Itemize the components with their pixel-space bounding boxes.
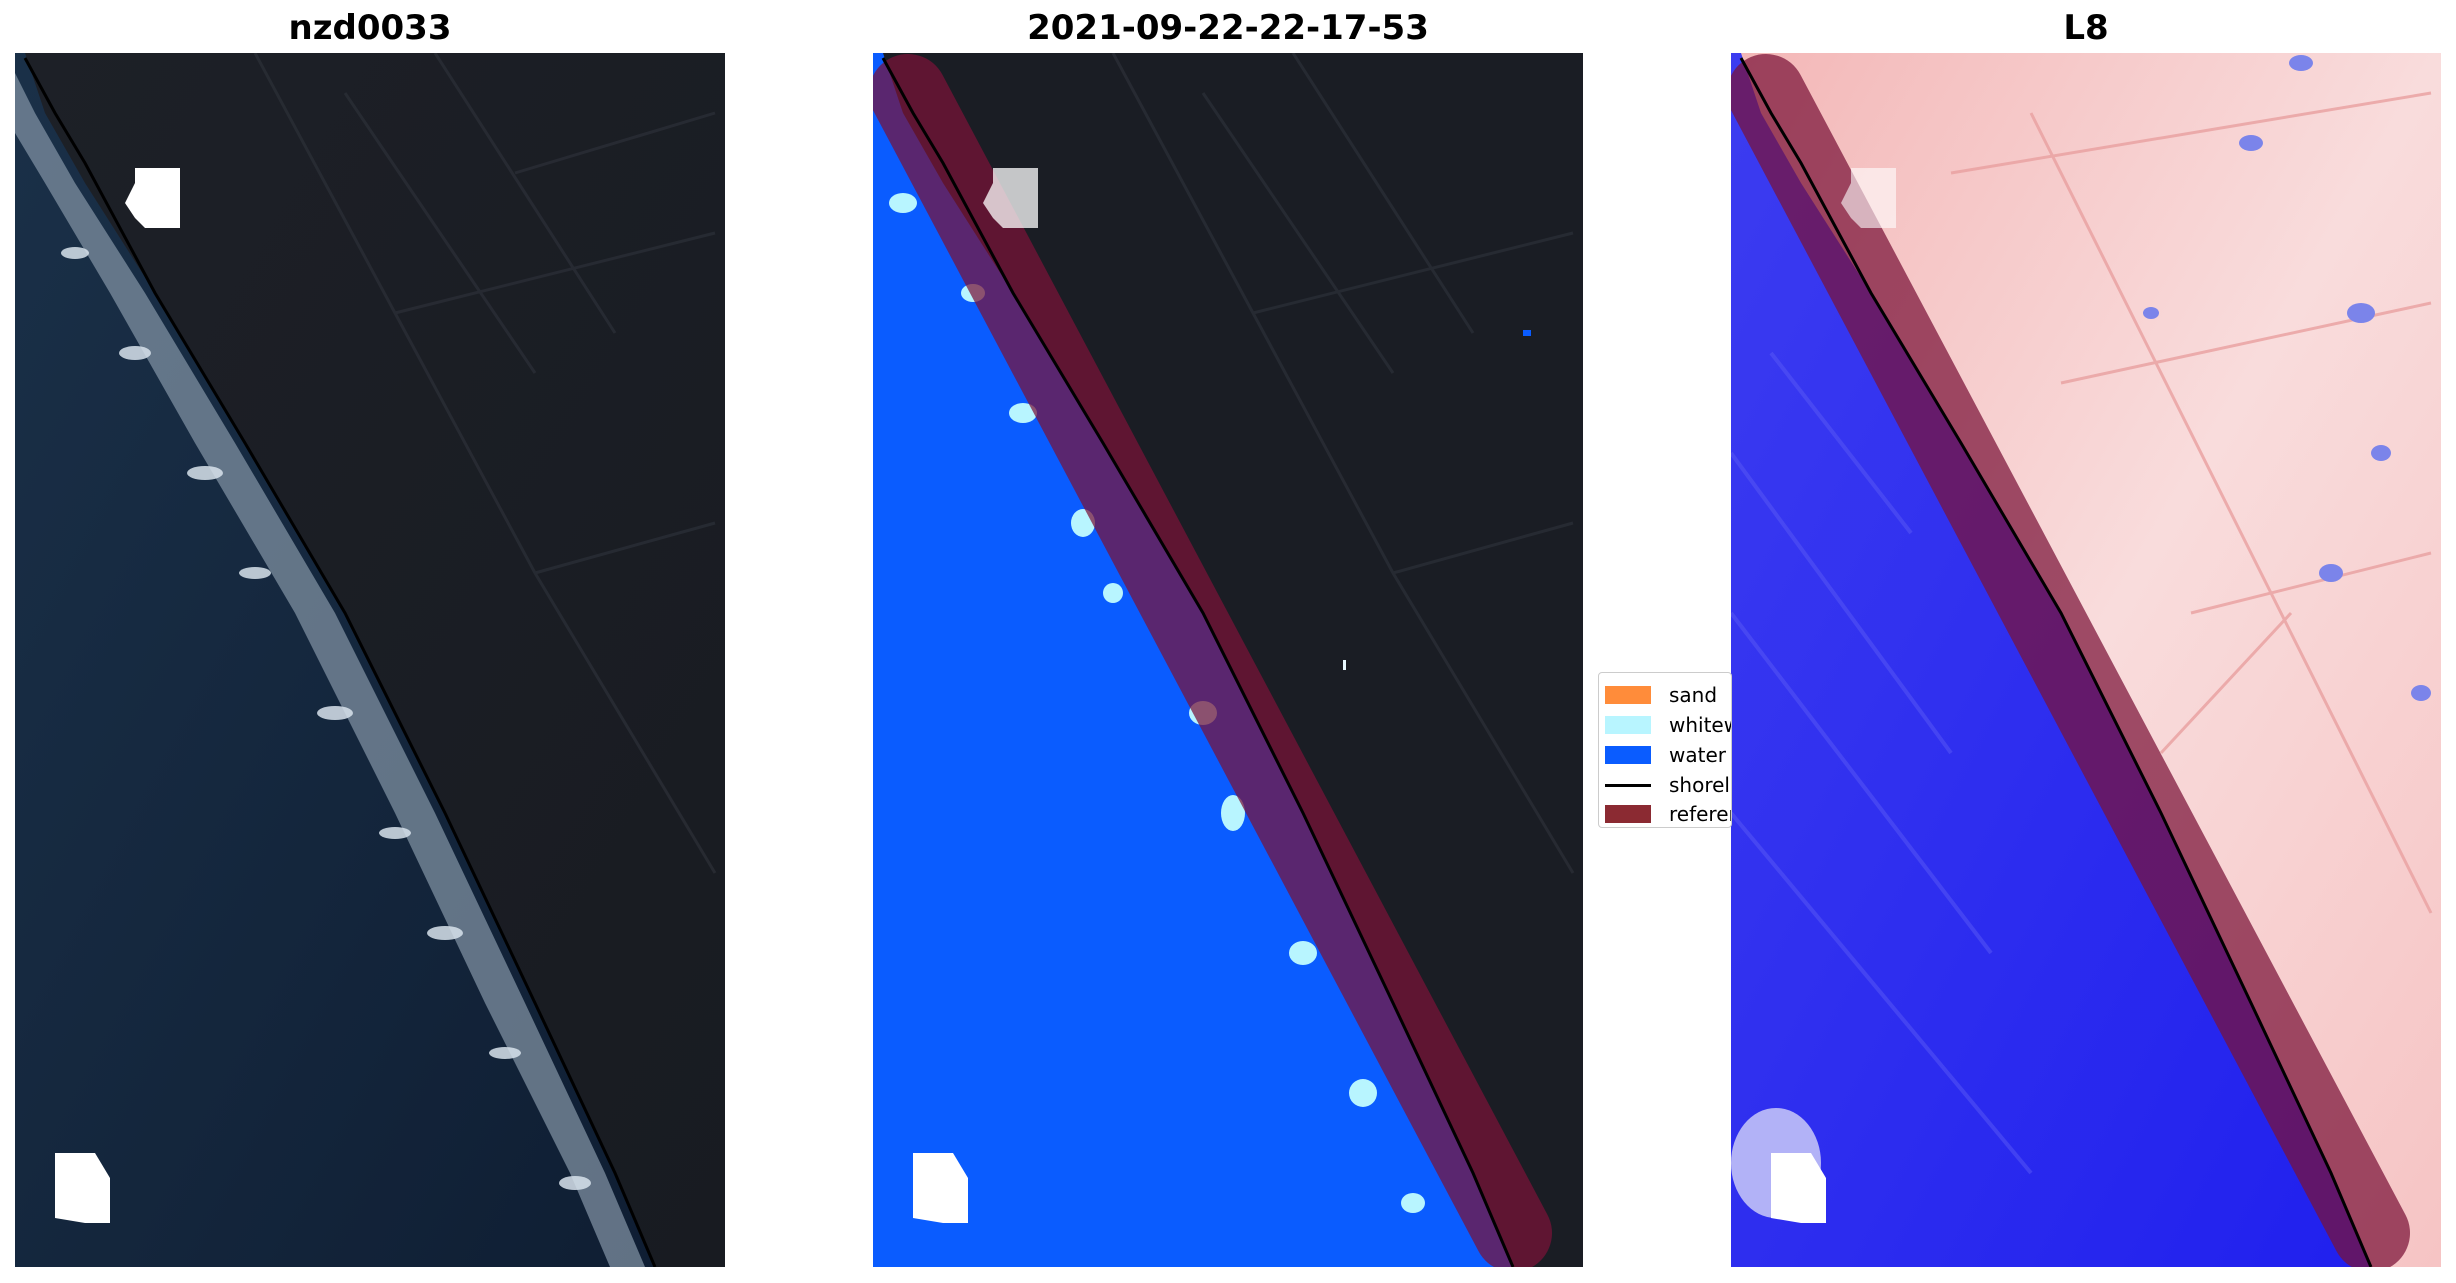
classification-map — [873, 53, 1583, 1267]
legend-item-shoreline: shoreline — [1605, 771, 1731, 799]
legend-swatch-sand — [1605, 686, 1651, 704]
rgb-image-panel — [15, 53, 725, 1267]
legend-swatch-shoreline — [1605, 783, 1651, 787]
legend-label-reference: reference — [1669, 802, 1731, 826]
panel-title-1: nzd0033 — [288, 8, 452, 48]
legend-item-water: water — [1605, 741, 1726, 769]
classification-panel — [873, 53, 1583, 1267]
legend-swatch-whitewater — [1605, 716, 1651, 734]
legend-label-sand: sand — [1669, 683, 1718, 707]
legend-item-sand: sand — [1605, 681, 1717, 709]
legend-label-water: water — [1669, 743, 1726, 767]
index-image — [1731, 53, 2441, 1267]
panel-title-2: 2021-09-22-22-17-53 — [1027, 8, 1429, 48]
rgb-image — [15, 53, 725, 1267]
legend-label-shoreline: shoreline — [1669, 773, 1731, 797]
index-image-panel — [1731, 53, 2441, 1267]
legend-swatch-reference — [1605, 805, 1651, 823]
panel-title-3: L8 — [2063, 8, 2109, 48]
legend-item-reference: reference — [1605, 800, 1731, 827]
legend-swatch-water — [1605, 746, 1651, 764]
